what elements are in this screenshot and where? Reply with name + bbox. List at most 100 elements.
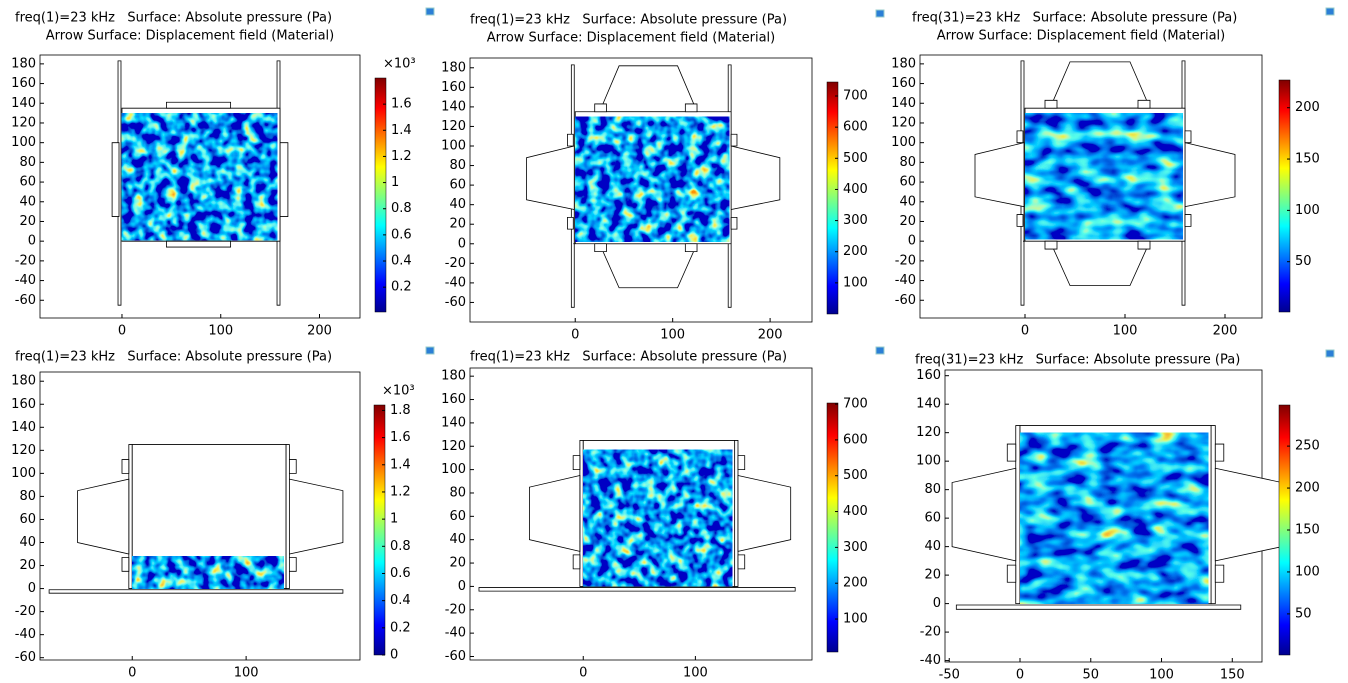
geometry (1210, 425, 1216, 604)
y-tick-label: 40 (449, 197, 466, 212)
colorbar-tick-label: 1.4 (390, 457, 411, 472)
colorbar (373, 404, 386, 656)
colorbar-tick-label: 1 (390, 512, 398, 527)
geometry (598, 243, 698, 289)
geometry (166, 240, 232, 248)
y-tick-label: 40 (19, 194, 36, 209)
colorbar-tick-label: 50 (1295, 606, 1312, 621)
y-tick-label: -40 (445, 275, 466, 290)
y-tick-label: -40 (15, 627, 36, 642)
y-tick-label: 140 (441, 99, 466, 114)
y-tick-label: 180 (441, 369, 466, 384)
geometry (737, 455, 746, 471)
geometry (730, 145, 781, 211)
y-tick-label: -20 (920, 625, 941, 640)
y-tick-label: 80 (899, 155, 916, 170)
geometry (951, 467, 1017, 562)
colorbar-tick-label: 200 (843, 244, 868, 259)
x-tick-label: 0 (118, 324, 126, 339)
window-icon (1325, 349, 1335, 358)
y-tick-label: 40 (899, 194, 916, 209)
y-tick-label: 120 (11, 443, 36, 458)
x-tick-label: 150 (1220, 668, 1245, 683)
y-tick-label: 20 (19, 214, 36, 229)
geometry (567, 216, 574, 230)
y-tick-label: -60 (895, 293, 916, 308)
geometry (1015, 425, 1021, 604)
colorbar-tick-label: 1.2 (390, 484, 411, 499)
y-tick-label: 120 (11, 115, 36, 130)
colorbar-tick-label: 1.6 (391, 97, 412, 112)
geometry (1006, 443, 1017, 462)
y-tick-label: -60 (15, 293, 36, 308)
y-tick-label: 80 (19, 489, 36, 504)
y-tick-label: 80 (449, 158, 466, 173)
geometry (572, 455, 581, 471)
geometry (1214, 564, 1225, 583)
colorbar-tick-label: 200 (843, 576, 868, 591)
colorbar-tick-label: 150 (1295, 523, 1320, 538)
geometry (288, 459, 297, 474)
colorbar-tick-label: 200 (1295, 100, 1320, 115)
y-tick-label: 60 (449, 178, 466, 193)
geometry (1184, 130, 1192, 144)
colorbar-tick-label: 200 (1295, 481, 1320, 496)
pressure-field (1020, 432, 1209, 604)
x-tick-label: 100 (1113, 324, 1138, 339)
geometry (567, 133, 574, 147)
y-tick-label: -60 (445, 295, 466, 310)
geometry (128, 444, 133, 589)
geometry (111, 142, 120, 217)
window-icon (1325, 7, 1335, 16)
geometry (974, 142, 1025, 208)
geometry (1044, 99, 1058, 109)
y-tick-label: 160 (916, 368, 941, 383)
title: freq(31)=23 kHz Surface: Absolute pressu… (915, 353, 1240, 368)
y-tick-label: 160 (11, 397, 36, 412)
y-tick-label: -40 (15, 273, 36, 288)
geometry (121, 557, 130, 572)
floor (478, 587, 796, 592)
colorbar-tick-label: 1.4 (391, 123, 412, 138)
y-tick-label: -40 (920, 653, 941, 668)
geometry (730, 133, 738, 147)
geometry (579, 440, 584, 587)
colorbar-tick-label: 1.8 (390, 403, 411, 418)
geometry (77, 478, 130, 555)
colorbar-tick-label: 700 (843, 89, 868, 104)
x-tick-label: 200 (1213, 324, 1238, 339)
floor (955, 604, 1242, 610)
x-tick-label: 0 (128, 666, 136, 681)
plot-area (469, 57, 813, 323)
window-icon (875, 346, 885, 355)
colorbar-tick-label: 0.6 (391, 227, 412, 242)
y-tick-label: -20 (895, 253, 916, 268)
colorbar-tick-label: 150 (1295, 152, 1320, 167)
x-tick-label: 0 (571, 328, 579, 343)
y-tick-label: 160 (441, 80, 466, 95)
geometry (529, 474, 581, 552)
y-tick-label: 100 (916, 454, 941, 469)
y-tick-label: -40 (895, 273, 916, 288)
x-tick-label: 100 (1149, 668, 1174, 683)
geometry (730, 216, 738, 230)
colorbar-tick-label: 50 (1295, 254, 1312, 269)
y-tick-label: 100 (441, 462, 466, 477)
colorbar-tick-label: 1 (391, 175, 399, 190)
title: freq(1)=23 kHz Surface: Absolute pressur… (470, 13, 787, 28)
y-tick-label: 140 (891, 96, 916, 111)
y-tick-label: 140 (441, 415, 466, 430)
y-tick-label: 60 (19, 175, 36, 190)
y-tick-label: 140 (11, 420, 36, 435)
y-tick-label: -40 (445, 626, 466, 641)
colorbar-tick-label: 0.6 (390, 566, 411, 581)
y-tick-label: 40 (19, 535, 36, 550)
geometry (526, 145, 575, 211)
colorbar-tick-label: 0 (390, 648, 398, 663)
window-icon (425, 7, 435, 16)
y-tick-label: 20 (19, 558, 36, 573)
pressure-field (575, 116, 730, 242)
colorbar-tick-label: 0.8 (390, 539, 411, 554)
colorbar-tick-label: 0.2 (391, 280, 412, 295)
geometry (1184, 214, 1192, 227)
